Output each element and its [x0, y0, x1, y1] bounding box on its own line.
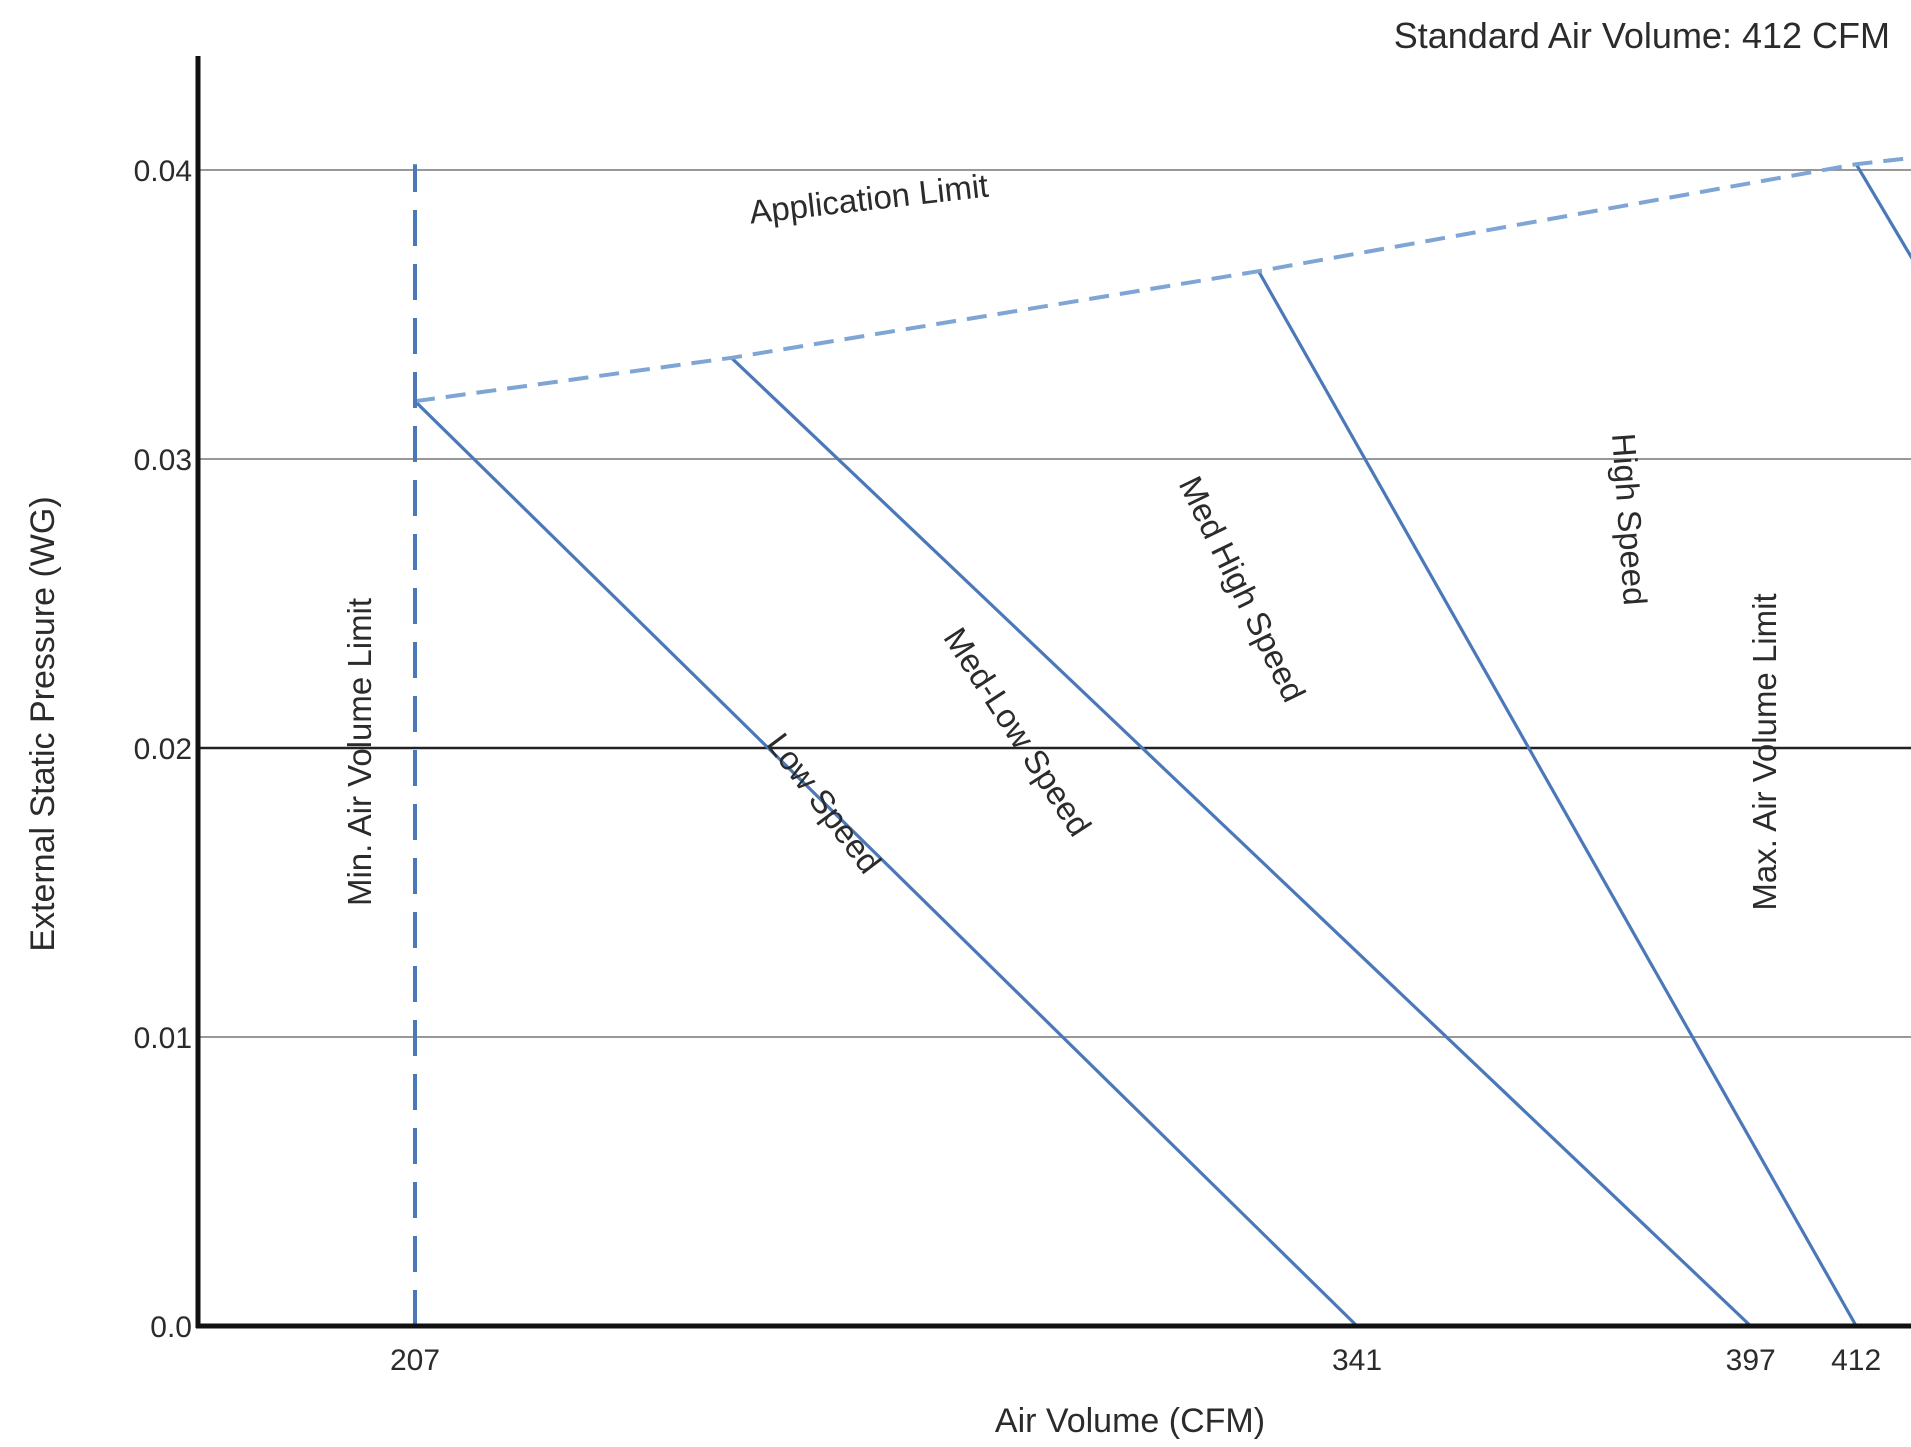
- x-tick-label: 412: [1831, 1344, 1881, 1377]
- series-label-med-low-speed: Med-Low Speed: [937, 621, 1099, 843]
- standard-air-volume-annotation: Standard Air Volume: 412 CFM: [1394, 15, 1890, 56]
- x-tick-label: 341: [1332, 1344, 1382, 1377]
- series-line-application-limit: [414, 155, 1911, 404]
- gridlines: [198, 169, 1911, 1038]
- series-lines: [413, 155, 1911, 1328]
- x-axis-title: Air Volume (CFM): [995, 1402, 1265, 1440]
- axes: [195, 56, 1911, 1329]
- y-tick-label: 0.01: [134, 1022, 192, 1055]
- series-label-application-limit: Application Limit: [747, 167, 990, 231]
- tick-labels: 0.00.010.020.030.04207341397412510: [134, 155, 1882, 1377]
- x-tick-label: 207: [390, 1344, 440, 1377]
- series-line-med-high-speed: [1257, 270, 1858, 1327]
- y-tick-label: 0.0: [150, 1311, 192, 1344]
- series-label-med-high-speed: Med High Speed: [1172, 470, 1313, 707]
- series-label-high-speed: High Speed: [1605, 432, 1654, 607]
- series-label-max-air-volume-limit: Max. Air Volume Limit: [1746, 593, 1783, 910]
- y-tick-label: 0.04: [134, 155, 192, 188]
- y-tick-label: 0.03: [134, 444, 192, 477]
- x-tick-label: 397: [1726, 1344, 1776, 1377]
- series-line-high-speed: [1854, 163, 1911, 260]
- y-tick-label: 0.02: [134, 733, 192, 766]
- series-label-min-air-volume-limit: Min. Air Volume Limit: [341, 598, 378, 906]
- series-line-med-low-speed: [730, 356, 1752, 1328]
- y-axis-title: External Static Pressure (WG): [24, 496, 62, 951]
- series-line-low-speed: [413, 400, 1359, 1328]
